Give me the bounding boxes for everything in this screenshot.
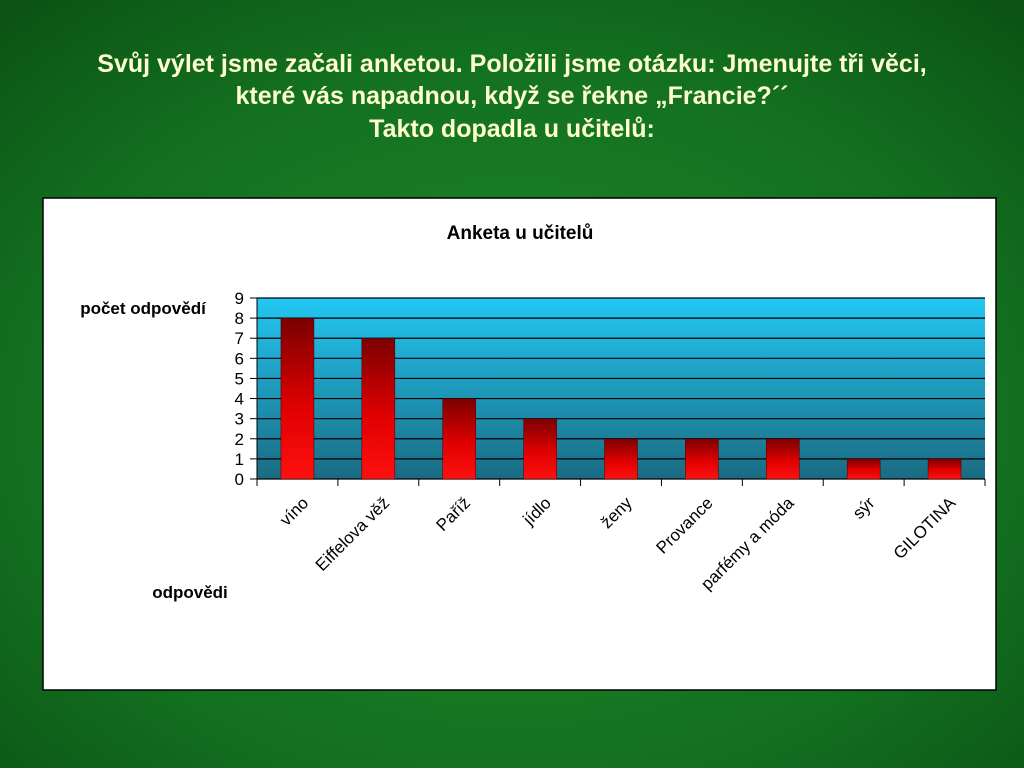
y-tick-label: 0 [235, 470, 244, 489]
y-tick-label: 5 [235, 369, 244, 388]
heading-line: Svůj výlet jsme začali anketou. Položili… [97, 50, 926, 78]
y-tick-label: 2 [235, 430, 244, 449]
y-axis-label: počet odpovědí [80, 299, 207, 318]
y-tick-label: 4 [235, 390, 244, 409]
bar [927, 458, 962, 480]
bar [846, 458, 881, 480]
heading-line: které vás napadnou, když se řekne „Franc… [236, 82, 789, 110]
bar [766, 438, 800, 480]
y-tick-label: 3 [235, 410, 244, 429]
bar [604, 438, 638, 480]
y-tick-label: 1 [235, 450, 244, 469]
y-tick-label: 8 [235, 309, 244, 328]
heading-line: Takto dopadla u učitelů: [369, 115, 655, 143]
bar [442, 398, 476, 480]
y-tick-label: 7 [235, 329, 244, 348]
x-axis-label: odpovědi [152, 583, 228, 602]
bar [280, 317, 315, 480]
bar [523, 418, 557, 480]
heading: Svůj výlet jsme začali anketou. Položili… [97, 50, 926, 143]
y-tick-label: 6 [235, 349, 244, 368]
chart-title: Anketa u učitelů [447, 223, 594, 244]
bar [361, 337, 396, 480]
y-tick-label: 9 [235, 289, 244, 308]
bar [685, 438, 719, 480]
